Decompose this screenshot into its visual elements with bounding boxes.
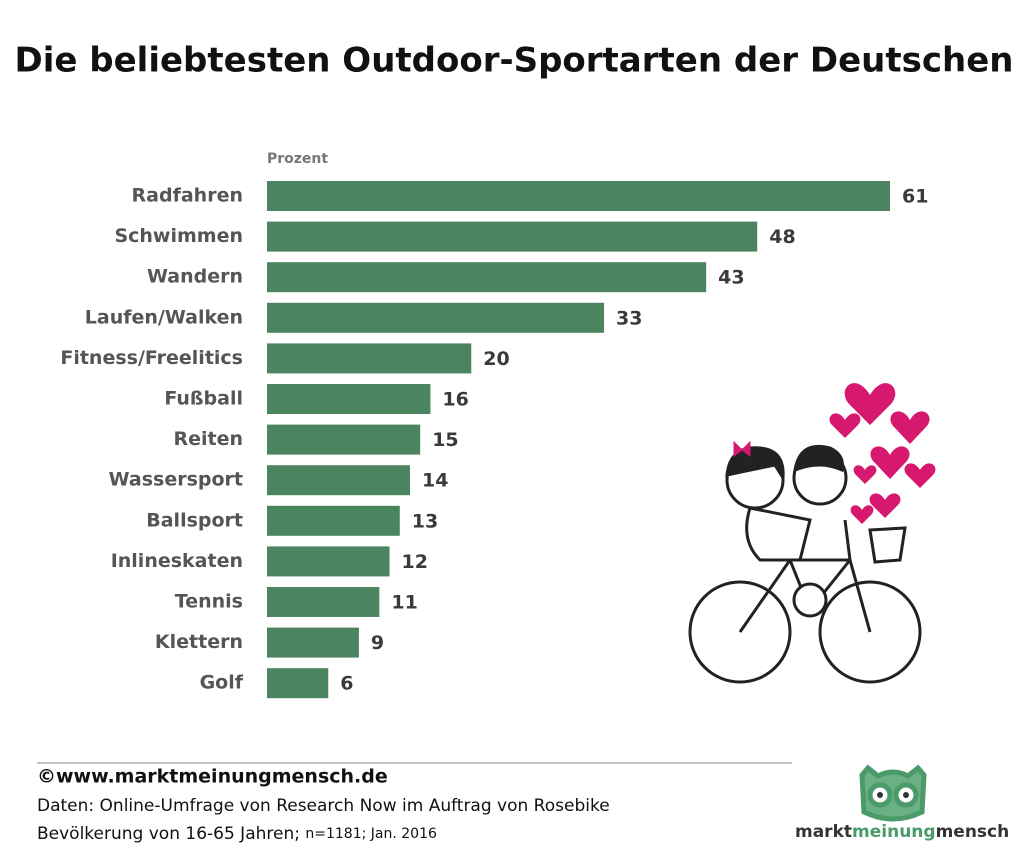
bar <box>267 465 410 496</box>
category-label: Schwimmen <box>114 225 243 247</box>
hearts <box>829 383 936 524</box>
category-label: Klettern <box>155 631 243 653</box>
value-label: 43 <box>718 267 744 289</box>
bar <box>267 384 431 414</box>
value-label: 16 <box>442 389 468 411</box>
bar <box>267 505 400 536</box>
value-label: 48 <box>769 226 795 248</box>
chart-title: Die beliebtesten Outdoor-Sportarten der … <box>15 41 1014 81</box>
illustration <box>688 440 922 684</box>
bar <box>267 546 390 577</box>
category-label: Laufen/Walken <box>85 306 243 328</box>
value-label: 12 <box>402 551 428 573</box>
bar <box>267 627 359 658</box>
value-label: 61 <box>902 186 928 208</box>
value-label: 14 <box>422 470 448 492</box>
value-label: 33 <box>616 307 642 329</box>
category-label: Reiten <box>173 428 243 450</box>
logo: marktmeinungmensch <box>795 764 1009 842</box>
category-label: Ballsport <box>146 509 243 531</box>
category-label: Wassersport <box>109 469 243 491</box>
category-label: Golf <box>200 672 244 694</box>
category-label: Fitness/Freelitics <box>60 347 243 369</box>
value-label: 11 <box>391 592 417 614</box>
logo-text: mensch <box>936 822 1010 842</box>
bar <box>267 343 472 374</box>
category-label: Wandern <box>147 266 243 288</box>
category-label: Tennis <box>175 591 243 613</box>
sample: n=1181; Jan. 2016 <box>305 826 437 842</box>
source: Daten: Online-Umfrage von Research Now i… <box>37 796 610 816</box>
logo-text: markt <box>795 822 852 842</box>
category-label: Inlineskaten <box>111 550 243 572</box>
logo-text: meinung <box>852 822 936 842</box>
bar <box>267 302 605 333</box>
category-label: Fußball <box>164 388 243 410</box>
copyright: ©www.marktmeinungmensch.de <box>37 766 388 788</box>
bar <box>267 181 890 211</box>
value-label: 20 <box>483 348 509 370</box>
bar <box>267 587 380 617</box>
population: Bevölkerung von 16-65 Jahren; <box>37 824 300 844</box>
category-label: Radfahren <box>132 185 243 207</box>
bar <box>267 424 421 455</box>
axis-label: Prozent <box>267 151 328 167</box>
value-label: 9 <box>371 632 384 654</box>
bar <box>267 668 329 699</box>
population-note: Bevölkerung von 16-65 Jahren; n=1181; Ja… <box>37 824 437 844</box>
bar <box>267 262 707 293</box>
svg-text:marktmeinungmensch: marktmeinungmensch <box>795 822 1009 842</box>
value-label: 13 <box>412 510 438 532</box>
value-label: 6 <box>340 673 353 695</box>
bar <box>267 221 758 252</box>
value-label: 15 <box>432 429 458 451</box>
